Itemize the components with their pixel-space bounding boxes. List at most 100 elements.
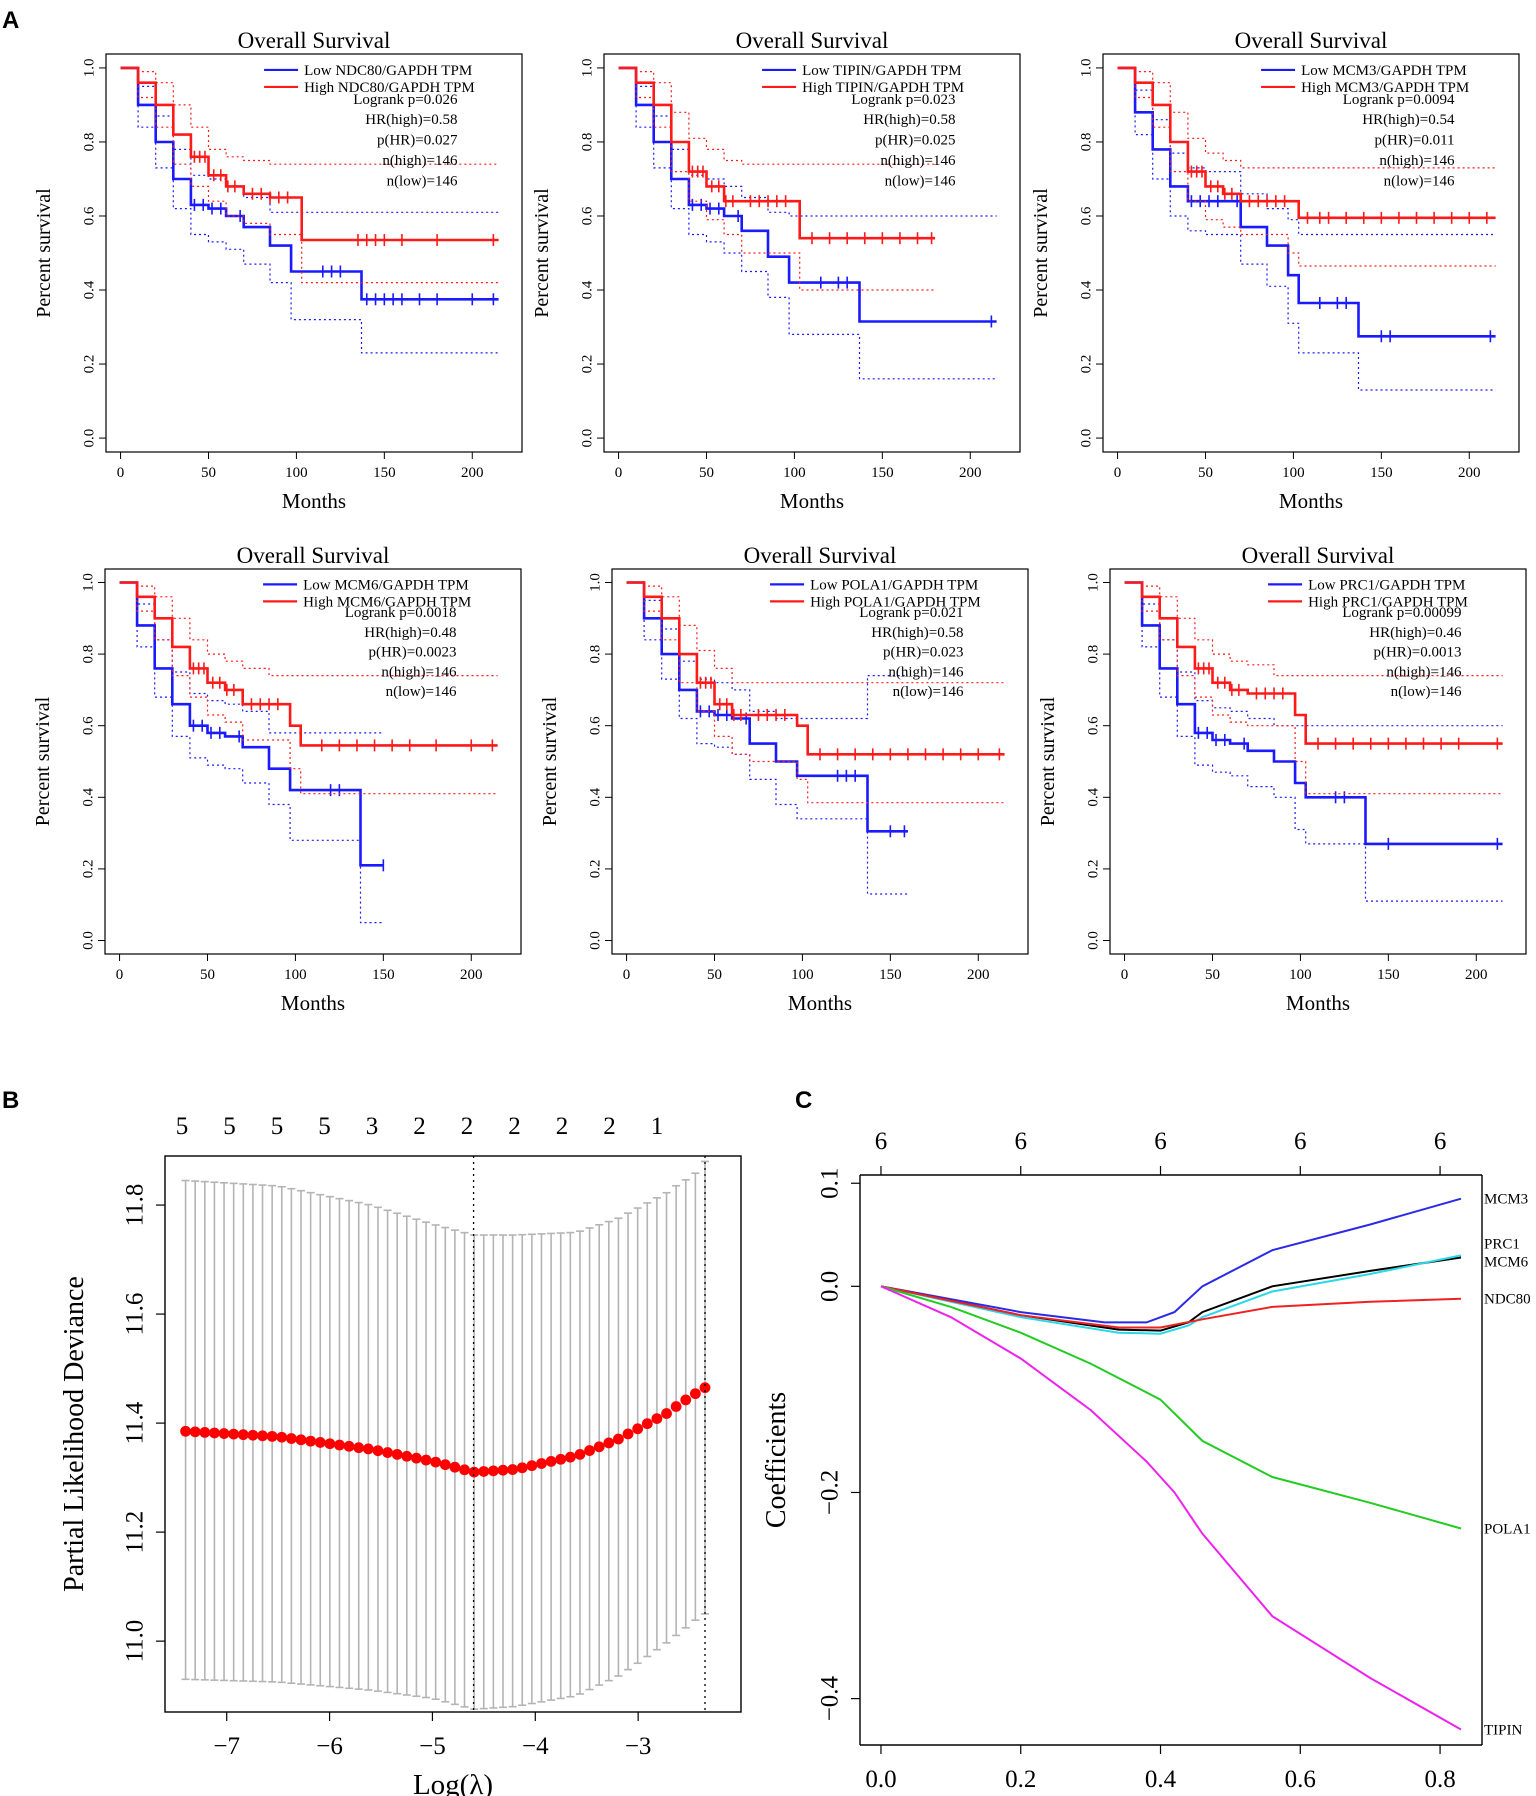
x-axis-label: Log(λ) [413,1769,493,1796]
ci-upper-high [1124,581,1503,677]
deviance-point [478,1466,490,1477]
y-axis-label: Percent survival [1037,696,1059,826]
stat-text: n(low)=146 [386,684,457,700]
y-tick-label: −0.2 [817,1470,844,1515]
x-tick-label: 100 [1289,967,1312,983]
deviance-point [613,1433,624,1445]
series-label-pola1: POLA1 [1484,1522,1531,1538]
y-tick-label: 0.0 [1078,429,1094,448]
y-tick-label: 11.4 [122,1401,149,1444]
ci-upper-high [119,581,498,677]
panel-letter-b: B [2,1087,19,1114]
top-count-label: 2 [413,1113,426,1140]
y-tick-label: 1.0 [81,59,97,78]
x-tick-label: 0.2 [1005,1766,1036,1793]
y-tick-label: 11.2 [122,1511,149,1554]
x-tick-label: 200 [461,465,484,481]
stat-text: Logrank p=0.0094 [1343,92,1455,108]
x-tick-label: 100 [791,967,814,983]
ci-lower-high [626,581,1005,804]
legend-label: High NDC80/GAPDH TPM [304,80,475,96]
ci-lower-low [618,67,997,380]
x-tick-label: 0 [1114,465,1122,481]
deviance-point [661,1408,672,1419]
x-tick-label: 50 [1198,465,1213,481]
legend-label: Low MCM6/GAPDH TPM [303,577,469,593]
series-label-prc1: PRC1 [1484,1236,1520,1252]
survival-curve-high [1124,581,1503,745]
deviance-point [574,1449,586,1460]
chart-title: Overall Survival [1235,28,1388,53]
deviance-point [305,1435,317,1447]
stat-text: HR(high)=0.58 [863,112,955,128]
deviance-point [353,1442,365,1454]
x-axis-label: Months [788,991,852,1015]
top-count-label: 6 [875,1128,888,1155]
x-tick-label: 200 [1458,465,1481,481]
top-count-label: 5 [223,1113,236,1140]
lasso-path-chart: L1 NormCoefficients0.060.260.460.660.86−… [761,1128,1531,1793]
km-chart-4: Overall Survival Months Percent survival 0 5… [32,543,522,1015]
legend-label: Low POLA1/GAPDH TPM [810,577,978,593]
y-axis-label: Percent survival [531,188,553,318]
coef-path-mcm3 [880,1197,1462,1324]
y-tick-label: 0.2 [81,355,97,374]
coef-path-pola1 [880,1285,1462,1530]
x-axis-label: Months [1279,489,1343,513]
km-chart-1: Overall Survival Months Percent survival 0 5… [33,28,523,513]
series-label-ndc80: NDC80 [1484,1292,1531,1308]
stat-text: n(high)=146 [1379,153,1455,169]
deviance-point [324,1438,336,1450]
stat-text: p(HR)=0.011 [1375,133,1455,149]
x-tick-label: 150 [373,465,396,481]
y-axis-label: Percent survival [1030,188,1052,318]
legend-label: Low MCM3/GAPDH TPM [1301,63,1467,79]
deviance-point [420,1454,432,1466]
y-tick-label: 0.6 [579,206,595,225]
ci-lower-high [1124,581,1503,795]
stat-text: Logrank p=0.023 [851,92,955,108]
x-tick-label: 100 [284,967,307,983]
deviance-point [632,1423,644,1435]
ci-lower-low [626,581,908,895]
deviance-point [343,1440,355,1452]
y-tick-label: 11.8 [122,1184,149,1227]
plot-frame [105,53,523,453]
km-chart-6: Overall Survival Months Percent survival 0 5… [1037,543,1527,1015]
ci-lower-low [1124,581,1503,902]
coef-path-tipin [880,1285,1462,1731]
top-count-label: 6 [1294,1128,1307,1155]
plot-frame [611,568,1029,955]
stat-text: HR(high)=0.48 [364,625,456,641]
y-tick-label: 0.8 [587,645,603,664]
deviance-point [487,1465,499,1477]
deviance-point [622,1428,634,1440]
plot-frame [1102,53,1520,453]
deviance-point [584,1445,595,1456]
y-tick-label: 0.0 [81,429,97,448]
y-tick-label: 0.2 [1078,355,1094,374]
top-count-label: 2 [603,1113,616,1140]
x-tick-label: 100 [285,465,308,481]
legend-label: High TIPIN/GAPDH TPM [802,80,964,96]
chart-title: Overall Survival [237,543,390,568]
ci-upper-high [618,67,936,165]
y-axis-label: Percent survival [539,696,561,826]
survival-curve-high [618,66,936,240]
plot-frame [164,1155,742,1713]
x-tick-label: 0.6 [1285,1766,1316,1793]
y-tick-label: 0.0 [80,931,96,950]
deviance-point [651,1413,663,1425]
panel-letter-c: C [795,1087,812,1114]
deviance-point [680,1394,692,1406]
x-tick-label: −7 [213,1733,240,1760]
stat-text: HR(high)=0.46 [1369,625,1462,641]
y-tick-label: 0.6 [81,206,97,225]
deviance-point [497,1464,509,1476]
x-tick-label: 0 [116,967,124,983]
series-label-mcm3: MCM3 [1484,1192,1528,1208]
y-tick-label: 0.6 [1078,206,1094,225]
y-tick-label: 0.8 [1078,133,1094,152]
deviance-point [295,1434,307,1446]
deviance-point [266,1430,278,1442]
